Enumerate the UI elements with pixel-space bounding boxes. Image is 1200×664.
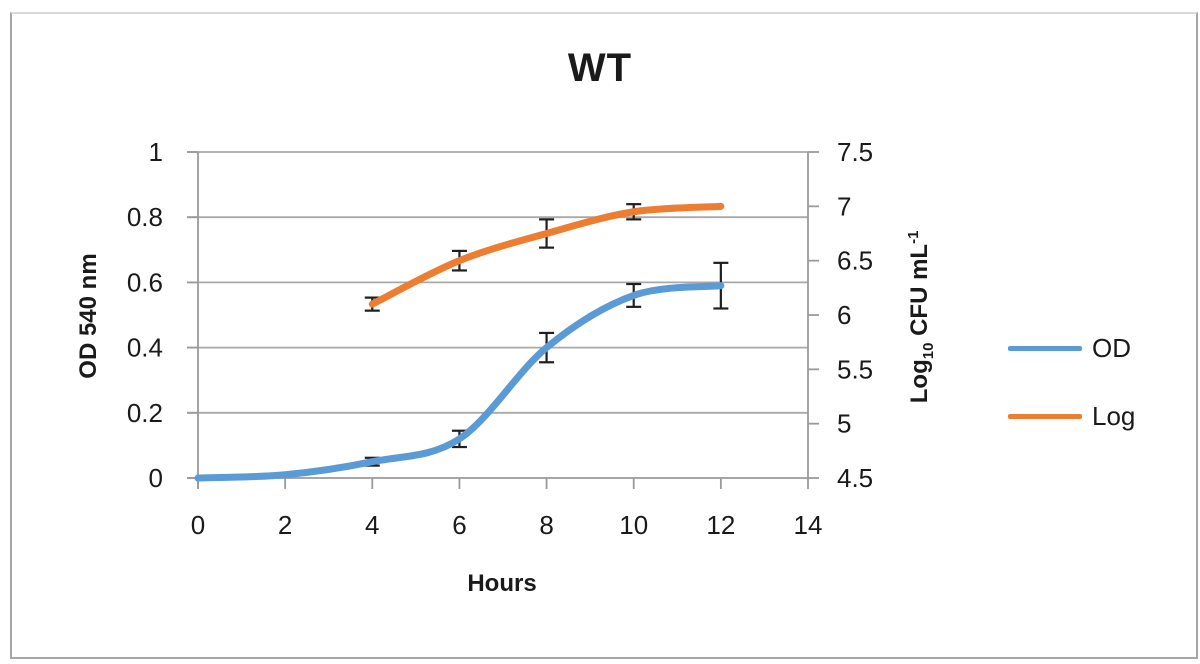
y-left-tick-label: 0 xyxy=(149,463,163,493)
y-left-tick-label: 1 xyxy=(149,137,163,167)
right-axis-title-pre: Log xyxy=(906,359,934,404)
chart-title: WT xyxy=(567,46,633,90)
x-tick-label: 12 xyxy=(706,510,735,540)
y-right-tick-label: 7 xyxy=(837,191,851,221)
y-left-tick-label: 0.6 xyxy=(127,267,163,297)
log-series-line xyxy=(368,202,725,308)
x-tick-label: 10 xyxy=(619,510,648,540)
y-right-tick-label: 6.5 xyxy=(837,246,873,276)
x-tick-label: 6 xyxy=(452,510,466,540)
y-right-tick-label: 4.5 xyxy=(837,463,873,493)
right-axis-title-sub: 10 xyxy=(919,342,937,360)
x-tick-label: 4 xyxy=(365,510,379,540)
legend-line-od xyxy=(1008,345,1082,351)
y-right-tick-label: 7.5 xyxy=(837,137,873,167)
left-axis-title: OD 540 nm xyxy=(75,166,103,466)
legend-item-od: OD xyxy=(1008,322,1135,374)
y-right-tick-label: 6 xyxy=(837,300,851,330)
x-tick-label: 8 xyxy=(539,510,553,540)
y-right-tick-label: 5.5 xyxy=(837,354,873,384)
left-axis-title-text: OD 540 nm xyxy=(75,253,102,379)
x-axis-title: Hours xyxy=(467,570,537,597)
x-tick-label: 2 xyxy=(278,510,292,540)
right-axis-title: Log10 CFU mL-1 xyxy=(905,162,937,472)
legend-item-log: Log xyxy=(1008,390,1135,442)
y-left-tick-label: 0.4 xyxy=(127,333,163,363)
y-left-tick-label: 0.2 xyxy=(127,398,163,428)
y-right-tick-label: 5 xyxy=(837,409,851,439)
legend: OD Log xyxy=(1008,322,1135,458)
legend-line-log xyxy=(1008,413,1082,419)
legend-label-od: OD xyxy=(1092,332,1131,363)
y-left-tick-label: 0.8 xyxy=(127,202,163,232)
x-tick-label: 0 xyxy=(191,510,205,540)
x-tick-label: 14 xyxy=(794,510,823,540)
od-series-line xyxy=(194,282,725,482)
right-axis-title-sup: -1 xyxy=(905,230,923,244)
right-axis-title-mid: CFU mL xyxy=(906,243,934,343)
legend-label-log: Log xyxy=(1092,400,1136,431)
